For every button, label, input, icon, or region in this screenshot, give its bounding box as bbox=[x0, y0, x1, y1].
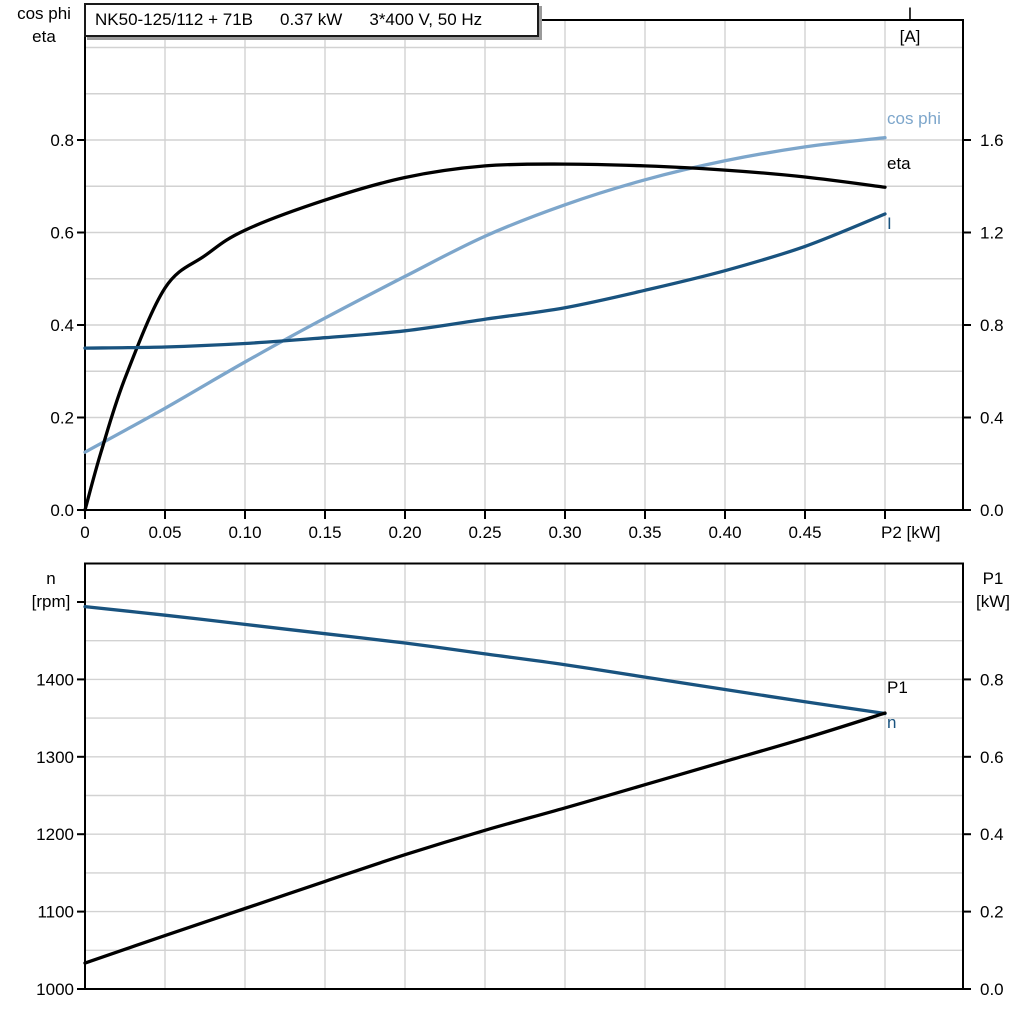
right-axis-tick-label: 0.0 bbox=[980, 501, 1004, 520]
left-axis-tick-label: 1200 bbox=[36, 825, 74, 844]
left-axis-tick-label: 0.6 bbox=[50, 224, 74, 243]
axis-header-p1-unit: [kW] bbox=[976, 592, 1010, 611]
bottom-chart-frame-and-ticks: 1000 1100 1200 1300 1400 0.0 0.2 0.4 0.6 0.8 bbox=[36, 562, 1004, 999]
curve-label-cos-phi: cos phi bbox=[887, 109, 941, 128]
right-axis-tick-label: 0.8 bbox=[980, 670, 1004, 689]
right-axis-tick-label: 0.0 bbox=[980, 980, 1004, 999]
left-axis-tick-label: 0.8 bbox=[50, 131, 74, 150]
axis-header-speed-unit: [rpm] bbox=[31, 592, 71, 611]
right-axis-tick-label: 1.6 bbox=[980, 131, 1004, 150]
x-axis-unit-label: P2 [kW] bbox=[881, 523, 941, 542]
left-axis-tick-label: 0.0 bbox=[50, 501, 74, 520]
left-axis-tick-label: 1300 bbox=[36, 748, 74, 767]
title-supply: 3*400 V, 50 Hz bbox=[369, 10, 483, 29]
left-axis-tick-label: 0.2 bbox=[50, 409, 74, 428]
bottom-chart-gridlines bbox=[85, 563, 963, 989]
bottom-chart-curves bbox=[83, 604, 887, 965]
curve-label-current: I bbox=[887, 214, 892, 233]
axis-header-eta: eta bbox=[32, 27, 56, 46]
right-axis-tick-label: 1.2 bbox=[980, 224, 1004, 243]
x-axis-tick-label: 0.25 bbox=[468, 523, 501, 542]
axis-header-p1: P1 bbox=[982, 569, 1004, 588]
curve-label-speed: n bbox=[887, 713, 897, 732]
top-chart-curves bbox=[83, 136, 887, 512]
axis-header-cos-phi: cos phi bbox=[17, 4, 71, 23]
curve-n bbox=[83, 604, 887, 716]
bottom-left-axis-header: n [rpm] bbox=[11, 567, 91, 613]
right-axis-tick-label: 0.4 bbox=[980, 825, 1004, 844]
top-left-axis-header: cos phi eta bbox=[4, 2, 84, 48]
bottom-right-axis-header: P1 [kW] bbox=[953, 567, 1024, 613]
right-axis-tick-label: 0.2 bbox=[980, 903, 1004, 922]
axis-header-current: I bbox=[907, 4, 913, 23]
right-axis-tick-label: 0.8 bbox=[980, 316, 1004, 335]
top-chart-frame-and-ticks: 0.0 0.2 0.4 0.6 0.8 0.0 0.4 0.8 1.2 1.6 0 0.05 0.10 0… bbox=[50, 19, 1004, 542]
x-axis-tick-label: 0.35 bbox=[628, 523, 661, 542]
x-axis-tick-label: 0.40 bbox=[708, 523, 741, 542]
right-axis-tick-label: 0.4 bbox=[980, 409, 1004, 428]
chart-title-box: NK50-125/112 + 71B 0.37 kW 3*400 V, 50 H… bbox=[84, 3, 539, 37]
x-axis-tick-label: 0.20 bbox=[388, 523, 421, 542]
right-axis-tick-label: 0.6 bbox=[980, 748, 1004, 767]
x-axis-tick-label: 0.45 bbox=[788, 523, 821, 542]
x-axis-tick-label: 0.05 bbox=[148, 523, 181, 542]
curve-label-eta: eta bbox=[887, 154, 911, 173]
top-chart-gridlines bbox=[85, 20, 963, 510]
x-axis-tick-label: 0.30 bbox=[548, 523, 581, 542]
x-axis-tick-label: 0 bbox=[80, 523, 89, 542]
left-axis-tick-label: 0.4 bbox=[50, 316, 74, 335]
plot-frame bbox=[84, 562, 964, 990]
title-motor-power: 0.37 kW bbox=[280, 10, 343, 29]
curve-eta bbox=[83, 162, 887, 512]
left-axis-tick-label: 1000 bbox=[36, 980, 74, 999]
x-axis-tick-label: 0.10 bbox=[228, 523, 261, 542]
axis-header-speed: n bbox=[46, 569, 56, 588]
axis-header-current-unit: [A] bbox=[899, 27, 921, 46]
x-axis-tick-label: 0.15 bbox=[308, 523, 341, 542]
left-axis-tick-label: 1400 bbox=[36, 670, 74, 689]
left-axis-tick-label: 1100 bbox=[37, 903, 74, 922]
title-pump-model: NK50-125/112 + 71B bbox=[95, 10, 253, 29]
curve-P1 bbox=[83, 711, 887, 965]
curve-label-p1: P1 bbox=[887, 678, 908, 697]
top-right-axis-header: I [A] bbox=[870, 2, 950, 48]
curve-I bbox=[83, 212, 887, 350]
curve-cos-phi bbox=[83, 136, 887, 454]
